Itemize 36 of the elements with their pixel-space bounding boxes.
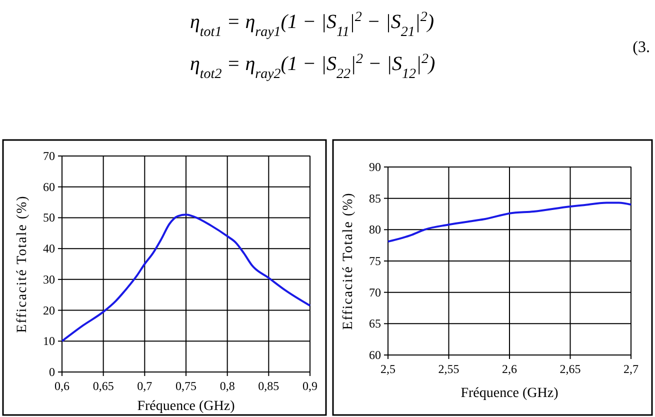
x-tick-label: 0,75 — [176, 379, 196, 393]
y-tick-label: 90 — [369, 160, 381, 174]
y-tick-label: 65 — [369, 316, 381, 331]
y-axis-title: Efficacité Totale (%) — [341, 192, 356, 330]
x-axis-title: Fréquence (GHz) — [460, 386, 559, 401]
x-tick-label: 0,8 — [220, 379, 235, 393]
y-tick-label: 30 — [43, 272, 55, 286]
x-tick-label: 0,7 — [137, 379, 152, 393]
y-tick-label: 50 — [43, 210, 55, 225]
x-tick-label: 2,6 — [502, 362, 517, 376]
x-tick-label: 0,9 — [302, 379, 318, 393]
x-axis-title: Fréquence (GHz) — [137, 399, 236, 414]
text: (3. — [632, 39, 650, 56]
y-tick-label: 85 — [369, 191, 381, 206]
line-series — [387, 202, 632, 243]
x-tick-label: 2,65 — [560, 362, 581, 376]
y-tick-label: 60 — [369, 348, 381, 362]
line-series — [61, 214, 311, 342]
y-tick-label: 70 — [43, 149, 55, 163]
y-tick-label: 60 — [43, 180, 55, 194]
y-tick-label: 80 — [369, 222, 381, 237]
text: η$_{tot1}$ = η$_{ray1}$(1 − |S$_{11}$|$^{2}$ − |S$_{21}$|$^{2}$) — [190, 10, 434, 40]
x-tick-label: 2,7 — [624, 362, 638, 376]
y-axis-title: Efficacité Totale (%) — [15, 195, 30, 333]
y-tick-label: 10 — [43, 334, 55, 348]
y-tick-label: 0 — [49, 365, 55, 379]
x-tick-label: 0,65 — [92, 379, 114, 393]
x-tick-label: 2,55 — [438, 362, 460, 376]
x-tick-label: 2,5 — [380, 362, 396, 376]
y-tick-label: 70 — [369, 285, 381, 300]
y-tick-label: 20 — [43, 303, 55, 318]
x-tick-label: 0,85 — [258, 379, 280, 393]
y-tick-label: 40 — [43, 242, 55, 256]
y-tick-label: 75 — [369, 254, 381, 268]
text: η$_{tot2}$ = η$_{ray2}$(1 − |S$_{22}$|$^{2}$ − |S$_{12}$|$^{2}$) — [190, 52, 436, 82]
x-tick-label: 0,6 — [54, 379, 70, 393]
